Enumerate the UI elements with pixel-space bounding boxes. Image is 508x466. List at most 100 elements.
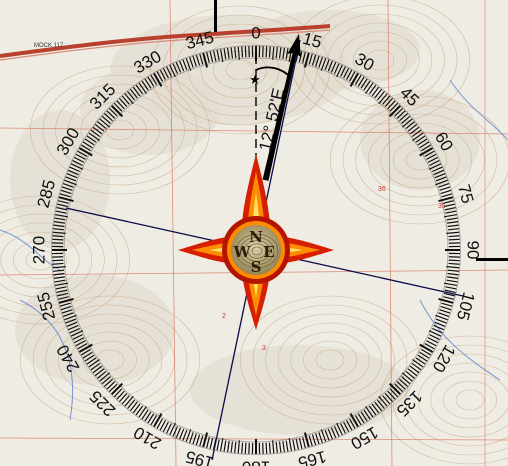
dial-tick <box>62 312 74 317</box>
dial-tick <box>192 55 197 67</box>
dial-tick <box>179 428 185 440</box>
dial-tick <box>80 348 91 356</box>
dial-tick <box>111 105 124 118</box>
dial-tick <box>394 383 404 393</box>
dial-tick <box>144 78 152 89</box>
dial-tick <box>52 238 64 241</box>
cardinal-n: N <box>249 228 263 246</box>
dial-tick <box>315 55 320 67</box>
dial-tick <box>52 259 64 262</box>
dial-tick <box>166 66 172 77</box>
compass-overlay[interactable]: 0153045607590105120135150165180195210225… <box>30 24 483 466</box>
stream-line <box>0 229 61 271</box>
contour-line <box>393 140 447 180</box>
dial-tick <box>333 63 340 74</box>
dial-tick <box>141 80 149 91</box>
dial-tick <box>409 365 420 374</box>
dial-tick <box>124 93 134 105</box>
dial-tick <box>407 123 418 132</box>
contour-line <box>342 104 498 216</box>
dial-tick <box>60 305 72 311</box>
dial-tick <box>405 121 415 130</box>
dial-tick <box>73 156 85 163</box>
dial-tick <box>179 60 185 72</box>
dial-tick <box>447 224 459 228</box>
dial-tick <box>84 354 95 362</box>
dial-tick <box>162 421 169 433</box>
dial-tick <box>441 302 453 307</box>
dial-tick <box>396 110 406 119</box>
dial-tick <box>121 95 130 105</box>
dial-tick <box>150 74 158 85</box>
dial-tick <box>199 53 204 65</box>
dial-tick <box>166 423 172 434</box>
dial-tick <box>340 423 346 434</box>
dial-tick <box>399 113 409 122</box>
dial-tick <box>169 422 176 436</box>
dial-tick <box>153 72 163 87</box>
dial-tick <box>411 362 422 371</box>
dial-tick <box>272 46 275 60</box>
contour-line <box>380 335 508 465</box>
dial-tick <box>119 97 128 107</box>
dial-tick <box>401 115 411 124</box>
dial-tick <box>223 48 227 60</box>
dial-tick <box>78 343 93 353</box>
dial-tick <box>67 169 79 176</box>
dial-tick <box>66 173 78 179</box>
dial-tick <box>388 382 401 395</box>
dial-tick <box>288 437 293 452</box>
contour-line <box>32 304 188 416</box>
dial-tick <box>73 337 85 344</box>
rose-disk-contour <box>243 240 271 262</box>
dial-tick <box>327 428 333 440</box>
dial-tick <box>116 100 125 110</box>
dial-tick <box>78 147 93 157</box>
dial-tick <box>311 54 317 66</box>
dial-tick <box>424 150 435 157</box>
dial-tick <box>94 123 105 132</box>
dial-tick <box>116 390 125 400</box>
dial-tick <box>427 337 439 344</box>
dial-tick <box>434 173 446 179</box>
dial-tick <box>121 395 130 405</box>
dial-tick <box>57 296 69 300</box>
dial-tick <box>401 372 413 382</box>
dial-tick <box>371 86 380 97</box>
dial-tick <box>265 46 268 58</box>
dial-tick <box>443 203 455 208</box>
dial-tick <box>368 84 377 95</box>
dial-tick <box>53 228 65 231</box>
dial-tick <box>61 186 73 191</box>
dial-tick <box>438 183 450 188</box>
contour-line <box>405 353 508 447</box>
dial-tick <box>156 71 163 82</box>
dial-tick <box>447 276 459 279</box>
dial-tick <box>285 440 289 452</box>
dial-tick <box>103 378 113 387</box>
dial-tick <box>387 390 396 400</box>
dial-tick <box>349 71 356 82</box>
bearing-label: 75 <box>454 182 477 205</box>
dial-tick <box>405 370 415 379</box>
dial-tick <box>439 186 451 191</box>
dial-tick <box>88 132 100 141</box>
contour-line <box>0 231 80 289</box>
terrain-patch <box>80 65 220 155</box>
dial-tick <box>97 370 107 379</box>
dial-tick <box>77 150 88 157</box>
dial-tick <box>444 289 456 294</box>
dial-tick <box>424 343 435 350</box>
dial-tick <box>346 420 353 431</box>
dial-tick <box>64 179 77 186</box>
dial-tick <box>282 47 285 59</box>
dial-tick <box>438 297 454 304</box>
contour-line <box>355 113 485 207</box>
dial-tick <box>382 395 391 405</box>
dial-tick <box>230 47 234 59</box>
dial-tick <box>219 48 224 63</box>
dial-tick <box>371 403 380 414</box>
dial-tick <box>144 411 152 422</box>
